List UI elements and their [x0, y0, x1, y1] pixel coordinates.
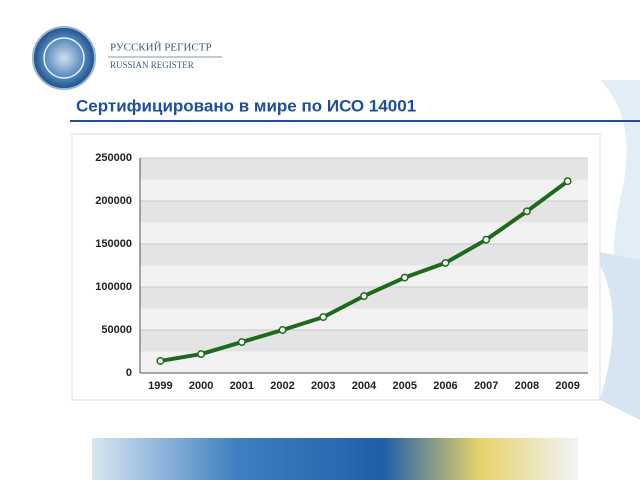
data-point	[522, 207, 531, 216]
y-tick-label: 50000	[101, 324, 132, 336]
data-point	[237, 338, 246, 346]
x-tick-label: 2004	[352, 380, 377, 392]
y-tick-label: 0	[126, 367, 132, 379]
y-tick-label: 250000	[95, 152, 132, 164]
x-tick-label: 2001	[230, 380, 254, 392]
grid-band	[140, 244, 588, 266]
grid-band	[140, 330, 588, 352]
data-point	[563, 177, 572, 186]
data-point	[156, 357, 165, 365]
x-tick-label: 2005	[392, 380, 416, 392]
y-tick-label: 200000	[95, 195, 132, 207]
x-tick-label: 2007	[474, 380, 498, 392]
grid-band	[140, 201, 588, 223]
data-point	[197, 350, 206, 359]
data-point	[482, 235, 491, 244]
y-tick-label: 150000	[95, 238, 132, 250]
data-point	[441, 258, 450, 267]
y-tick-label: 100000	[95, 281, 132, 293]
x-tick-label: 2008	[515, 380, 539, 392]
data-point	[278, 326, 287, 334]
grid-band	[140, 158, 588, 180]
data-point	[360, 292, 368, 300]
data-point	[319, 313, 328, 322]
data-point	[400, 273, 409, 282]
x-tick-label: 2000	[189, 380, 213, 392]
x-tick-label: 2003	[311, 380, 335, 392]
x-tick-label: 2009	[555, 380, 579, 392]
x-tick-label: 1999	[148, 380, 172, 392]
brand: РУССКИЙ РЕГИСТР	[110, 42, 212, 54]
x-tick-label: 2002	[270, 380, 294, 392]
chart-title: Сертифицировано в мире по ИСО 14001	[76, 96, 416, 115]
brand-en: RUSSIAN REGISTER	[110, 60, 194, 70]
x-tick-label: 2006	[433, 380, 457, 392]
